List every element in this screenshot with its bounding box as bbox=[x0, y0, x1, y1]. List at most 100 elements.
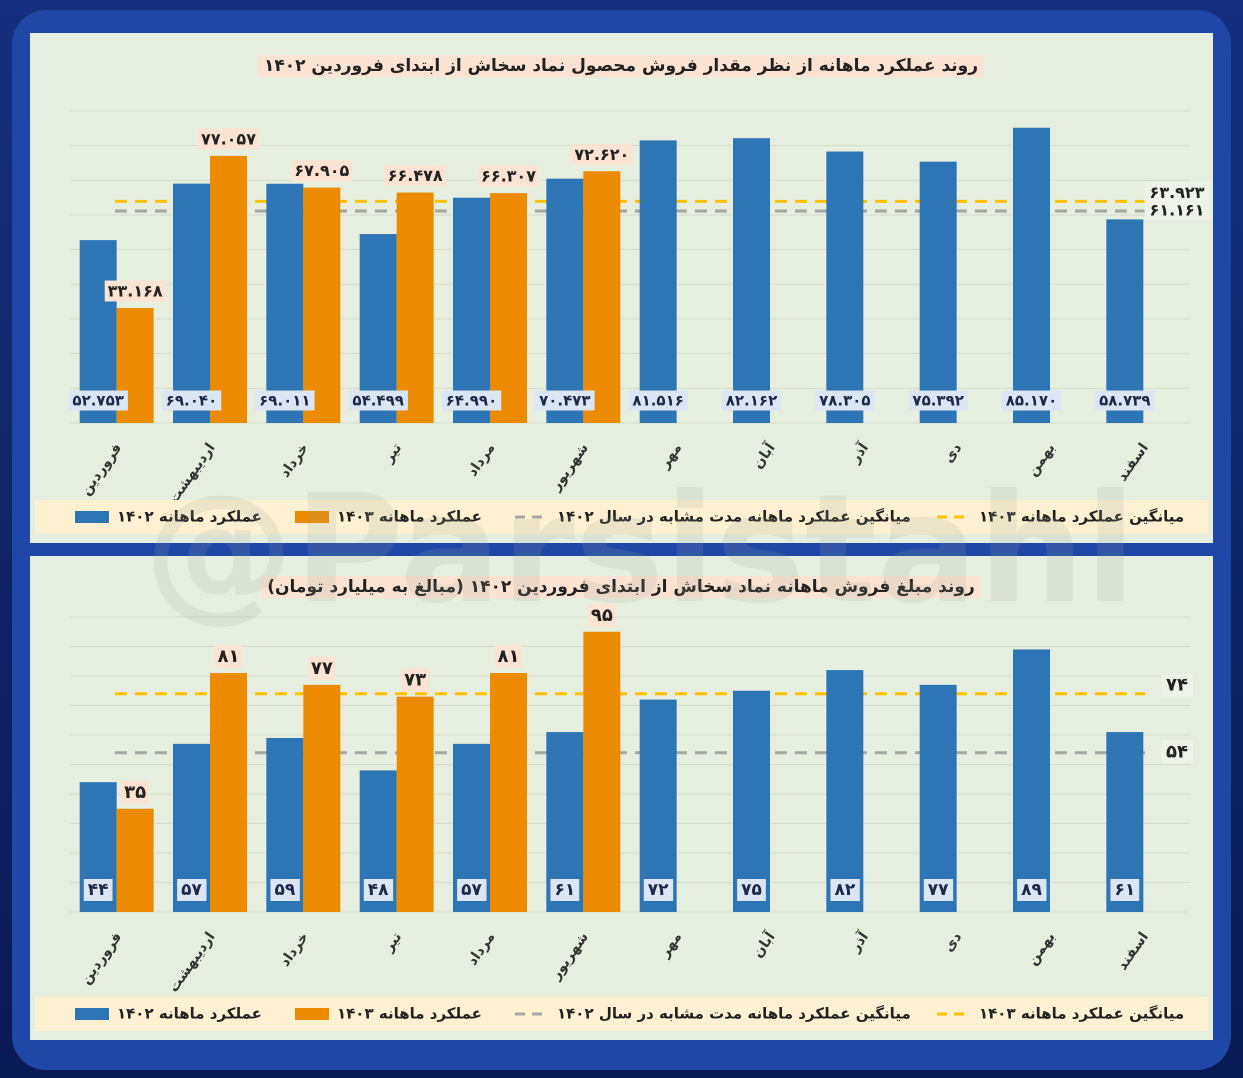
label-box bbox=[255, 390, 315, 411]
label-box bbox=[830, 879, 860, 901]
label-box bbox=[348, 390, 408, 411]
chart-title: روند عملکرد ماهانه از نظر مقدار فروش محص… bbox=[264, 56, 978, 76]
value-label: ۷۳ bbox=[404, 670, 426, 691]
value-label: ۷۰.۴۷۳ bbox=[539, 392, 590, 410]
label-box bbox=[363, 879, 394, 901]
value-label: ۴۸ bbox=[368, 880, 389, 900]
bar bbox=[546, 178, 584, 423]
value-label: ۸۱.۵۱۶ bbox=[632, 392, 683, 410]
legend-label: عملکرد ماهانه ۱۴۰۲ bbox=[117, 1005, 262, 1023]
label-box bbox=[1144, 199, 1210, 221]
value-label: ۵۸.۷۳۹ bbox=[1099, 392, 1150, 410]
label-box bbox=[83, 879, 113, 901]
label-box bbox=[257, 55, 985, 77]
value-label: ۸۱ bbox=[218, 646, 240, 667]
label-box bbox=[401, 668, 430, 692]
legend-label: میانگین عملکرد ماهانه مدت مشابه در سال ۱… bbox=[557, 1005, 911, 1023]
value-label: ۸۱ bbox=[498, 646, 520, 667]
label-box bbox=[587, 603, 616, 627]
value-label: ۷۲.۶۲۰ bbox=[574, 145, 629, 164]
value-label: ۷۸.۳۰۵ bbox=[819, 392, 870, 410]
label-box bbox=[737, 879, 766, 901]
label-box bbox=[1095, 390, 1155, 411]
average-label: ۷۴ bbox=[1166, 675, 1188, 696]
value-label: ۶۹.۰۴۰ bbox=[166, 392, 217, 410]
bar bbox=[1106, 219, 1144, 423]
bar bbox=[583, 631, 621, 912]
bar bbox=[266, 183, 304, 423]
legend-band bbox=[35, 500, 1208, 534]
average-label: ۶۳.۹۲۳ bbox=[1150, 183, 1205, 202]
value-label: ۷۵.۳۹۲ bbox=[912, 392, 963, 410]
bar bbox=[919, 161, 957, 424]
legend-band bbox=[35, 997, 1208, 1031]
legend-label: عملکرد ماهانه ۱۴۰۲ bbox=[117, 508, 262, 526]
bar bbox=[639, 699, 677, 912]
bar bbox=[210, 155, 247, 423]
label-box bbox=[908, 390, 968, 411]
value-label: ۶۶.۳۰۷ bbox=[481, 167, 536, 186]
bar bbox=[1013, 127, 1050, 423]
value-label: ۶۶.۴۷۸ bbox=[388, 166, 443, 185]
legend-swatch bbox=[295, 1008, 329, 1020]
bar bbox=[396, 696, 434, 912]
bar bbox=[1013, 649, 1050, 912]
legend-label: میانگین عملکرد ماهانه مدت مشابه در سال ۱… bbox=[557, 508, 911, 526]
charts: روند عملکرد ماهانه از نظر مقدار فروش محص… bbox=[35, 55, 1210, 1031]
value-label: ۷۷.۰۵۷ bbox=[201, 129, 256, 148]
label-box bbox=[643, 879, 674, 901]
bar bbox=[303, 684, 341, 912]
value-label: ۷۲ bbox=[648, 880, 669, 900]
label-box bbox=[121, 780, 150, 804]
label-box bbox=[535, 390, 595, 411]
label-box bbox=[214, 645, 243, 669]
label-box bbox=[478, 165, 540, 187]
label-box bbox=[571, 143, 633, 165]
bar bbox=[396, 192, 434, 423]
bar bbox=[733, 138, 770, 423]
label-box bbox=[270, 879, 300, 901]
label-box bbox=[1144, 181, 1210, 203]
label-box bbox=[104, 280, 166, 302]
label-box bbox=[291, 160, 353, 182]
value-label: ۵۲.۷۵۳ bbox=[72, 392, 123, 410]
bar bbox=[490, 673, 527, 912]
value-label: ۸۲.۱۶۲ bbox=[726, 392, 777, 410]
value-label: ۷۵ bbox=[741, 880, 762, 900]
value-label: ۶۱ bbox=[554, 880, 575, 900]
label-box bbox=[307, 656, 336, 680]
value-label: ۴۴ bbox=[88, 880, 109, 900]
label-box bbox=[441, 390, 502, 411]
bar bbox=[116, 808, 154, 912]
label-box bbox=[384, 165, 446, 187]
label-box bbox=[1017, 879, 1047, 901]
legend-label: عملکرد ماهانه ۱۴۰۳ bbox=[337, 1005, 482, 1023]
bar bbox=[303, 187, 341, 423]
average-label: ۶۱.۱۶۱ bbox=[1150, 200, 1205, 219]
value-label: ۸۵.۱۷۰ bbox=[1006, 392, 1057, 410]
value-label: ۶۱ bbox=[1114, 880, 1135, 900]
bar bbox=[173, 183, 210, 423]
value-label: ۵۹ bbox=[274, 880, 295, 900]
value-label: ۸۲ bbox=[834, 880, 855, 900]
value-label: ۷۷ bbox=[311, 658, 333, 679]
value-label: ۳۵ bbox=[124, 782, 146, 803]
value-label: ۸۹ bbox=[1021, 880, 1042, 900]
label-box bbox=[198, 128, 260, 150]
value-label: ۹۵ bbox=[591, 605, 613, 626]
label-box bbox=[628, 390, 688, 411]
bar bbox=[210, 673, 247, 912]
label-box bbox=[1001, 390, 1062, 411]
label-box bbox=[161, 390, 222, 411]
value-label: ۶۹.۰۱۱ bbox=[259, 392, 310, 410]
average-label: ۵۴ bbox=[1166, 742, 1188, 763]
label-box bbox=[1161, 673, 1193, 697]
value-label: ۷۷ bbox=[928, 880, 949, 900]
bar bbox=[826, 151, 864, 423]
value-label: ۵۷ bbox=[461, 880, 482, 900]
label-box bbox=[457, 879, 487, 901]
bar bbox=[639, 140, 677, 423]
label-box bbox=[721, 390, 782, 411]
legend-label: عملکرد ماهانه ۱۴۰۳ bbox=[337, 508, 482, 526]
label-box bbox=[68, 390, 128, 411]
